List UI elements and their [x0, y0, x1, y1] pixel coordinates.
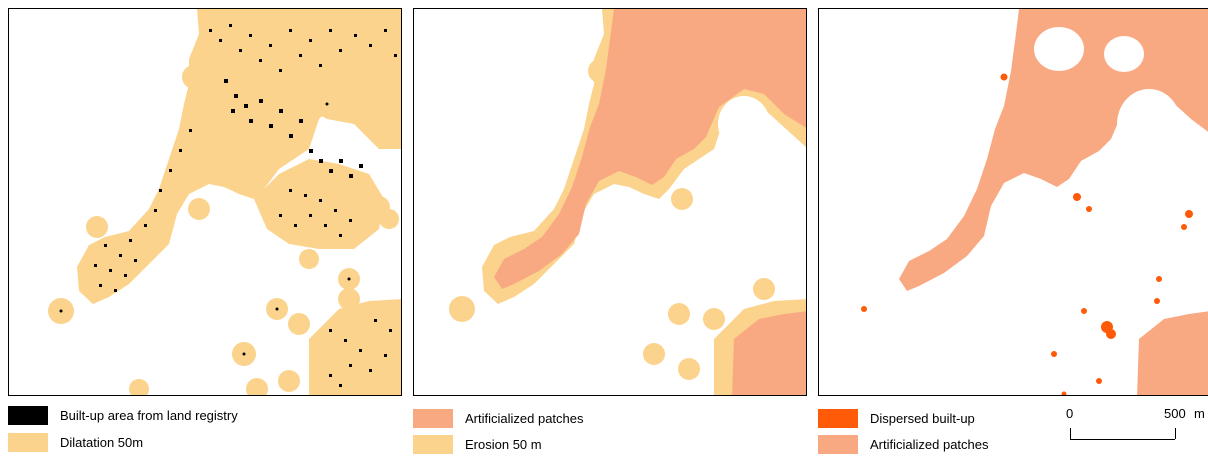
holes — [1034, 27, 1181, 159]
legend-label-dilatation: Dilatation 50m — [60, 434, 144, 450]
legend-label-artificialized-2: Artificialized patches — [465, 410, 584, 426]
legend-label-artificialized-3: Artificialized patches — [870, 436, 989, 452]
builtup-dots — [59, 24, 397, 387]
legend-swatch-builtup — [8, 405, 48, 425]
map-panel-dilatation — [8, 8, 402, 396]
legend-artificialized-3: Artificialized patches — [818, 434, 989, 454]
scale-tick-start — [1070, 428, 1071, 439]
erosion-holes — [718, 96, 770, 152]
legend-erosion: Erosion 50 m — [413, 434, 542, 454]
legend-dilatation: Dilatation 50m — [8, 432, 143, 452]
legend-swatch-erosion — [413, 434, 453, 454]
map-dispersed — [861, 9, 1208, 395]
legend-swatch-artificialized-3 — [818, 434, 858, 454]
artificialized-zone — [899, 9, 1208, 395]
artificialized-zone — [494, 9, 806, 395]
legend-swatch-dilatation — [8, 432, 48, 452]
dilatation-zone — [48, 9, 401, 395]
scale-line — [1070, 439, 1175, 440]
map-panel-erosion — [413, 8, 807, 396]
map-erosion — [449, 9, 806, 395]
legend-builtup: Built-up area from land registry — [8, 405, 238, 425]
map-panel-dispersed — [818, 8, 1208, 396]
scale-tick-end — [1175, 428, 1176, 439]
legend-label-dispersed: Dispersed built-up — [870, 410, 975, 426]
scale-end-label: 500 — [1164, 406, 1186, 421]
legend-artificialized-2: Artificialized patches — [413, 408, 584, 428]
legend-label-erosion: Erosion 50 m — [465, 436, 542, 452]
scale-bar: 0 500 m — [1060, 406, 1205, 452]
legend-swatch-artificialized-2 — [413, 408, 453, 428]
map-dilatation — [48, 9, 401, 395]
legend-dispersed: Dispersed built-up — [818, 408, 975, 428]
scale-start-label: 0 — [1066, 406, 1074, 421]
legend-swatch-dispersed — [818, 408, 858, 428]
legend-label-builtup: Built-up area from land registry — [60, 407, 238, 423]
scale-unit-label: m — [1194, 406, 1205, 421]
dispersed-builtup — [861, 73, 1193, 395]
